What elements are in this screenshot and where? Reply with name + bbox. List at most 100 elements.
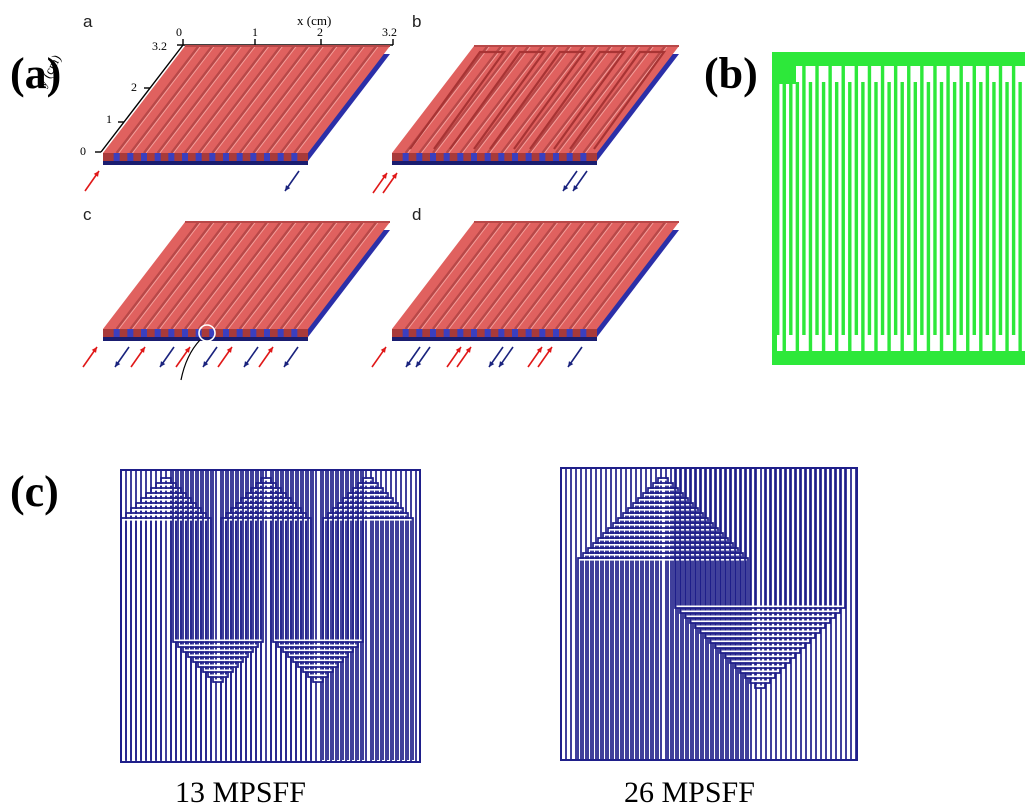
pcb-finger (992, 82, 996, 351)
channel-rib-highlight (200, 45, 284, 154)
channel-opening (291, 329, 298, 337)
u-loop-down (282, 470, 354, 653)
u-loop-down (679, 468, 841, 614)
pcb-finger (926, 82, 931, 351)
u-loop-gap (711, 640, 809, 643)
u-loop-gap (364, 479, 372, 481)
channel-rib-highlight (585, 45, 668, 154)
pcb-finger (854, 66, 859, 335)
channel-groove (143, 221, 227, 330)
channel-rib-highlight (585, 221, 668, 330)
channel-rib-highlight (448, 221, 532, 330)
u-loop-gap (584, 554, 742, 556)
u-loop-gap (329, 514, 407, 516)
u-loop-up (160, 477, 172, 760)
channel-opening (566, 153, 573, 161)
inlet-arrowhead (267, 347, 273, 353)
u-loop-up (130, 507, 202, 760)
channel-rib-highlight (118, 221, 202, 330)
u-loop-gap (579, 559, 747, 561)
u-loop-up (637, 497, 689, 760)
inlet-arrowhead (455, 347, 461, 353)
x-tick-2: 2 (317, 25, 323, 39)
u-loop-up (597, 537, 729, 760)
channel-rib-highlight (132, 45, 215, 154)
u-loop-gap (314, 679, 322, 682)
u-loop-down (744, 468, 776, 679)
channel-groove (293, 45, 378, 154)
channel-opening (277, 329, 284, 337)
channel-groove (541, 221, 626, 330)
channel-rib-highlight (462, 221, 545, 330)
u-loop-down (689, 468, 831, 624)
channel-groove (527, 221, 612, 330)
u-loop-up (260, 477, 272, 760)
bottom-plate-edge (103, 161, 308, 165)
u-loop-gap (227, 514, 305, 516)
pcb-finger (1005, 82, 1009, 351)
u-loop-down (207, 470, 229, 678)
channel-groove (459, 45, 544, 154)
u-loop-down (734, 468, 786, 669)
spiral-frame (120, 469, 421, 763)
pcb-finger (952, 82, 957, 351)
u-loop-up (225, 512, 307, 760)
flow-arrows (82, 170, 588, 368)
u-loop-gap (634, 504, 692, 506)
serpentine-turn (529, 50, 627, 150)
outlet-arrowhead (573, 185, 579, 191)
channel-rib-highlight (214, 221, 297, 330)
channel-groove (432, 221, 516, 330)
inlet-arrowhead (536, 347, 542, 353)
u-loop-up (155, 482, 177, 760)
u-loop-gap (309, 674, 327, 677)
channel-groove (197, 221, 282, 330)
channel-groove (156, 221, 241, 330)
pcb-finger (815, 66, 819, 335)
u-loop-gap (237, 504, 295, 506)
u-loop-down (739, 468, 781, 674)
channel-groove (252, 221, 337, 330)
u-loop-up (617, 517, 709, 760)
u-loop-down (684, 468, 836, 619)
u-loop-down (302, 470, 334, 673)
channel-opening (580, 329, 587, 337)
channel-rib-highlight (118, 45, 202, 154)
pcb-finger (887, 82, 891, 351)
y-tick-1: 1 (106, 112, 112, 126)
channel-rib-highlight (145, 221, 229, 330)
channel-groove (459, 221, 544, 330)
u-loop-gap (599, 539, 727, 541)
channel-opening (525, 153, 532, 161)
u-loop-gap (676, 605, 844, 608)
u-loop-gap (157, 484, 175, 486)
u-loop-down (212, 470, 224, 683)
channel-rib-highlight (159, 221, 243, 330)
u-loop-down (754, 468, 766, 689)
pcb-top-gap (896, 66, 935, 72)
channel-opening (512, 329, 518, 337)
flow-field-plate-d (392, 221, 679, 341)
pcb-finger (821, 82, 826, 351)
channel-opening (182, 153, 188, 161)
pcb-finger (959, 66, 963, 335)
bottom-plate-edge (392, 337, 597, 341)
panel-label-b: (b) (704, 49, 758, 98)
channel-rib-highlight (282, 221, 366, 330)
u-loop-down (182, 470, 254, 653)
channel-groove (418, 45, 503, 154)
outlet-arrowhead (406, 361, 412, 367)
spiral-frame (560, 467, 858, 761)
outlet-arrowhead (499, 361, 505, 367)
outlet-arrowhead (244, 361, 250, 367)
channel-rib-highlight (200, 221, 284, 330)
u-loop-gap (604, 534, 722, 536)
spiral-flow-field-26-mpsff (560, 467, 858, 761)
channel-rib-highlight (571, 221, 655, 330)
panel-label-c: (c) (10, 467, 59, 516)
u-loop-up (657, 477, 669, 760)
channel-rib-highlight (475, 221, 559, 330)
top-surface (103, 222, 390, 329)
channel-opening (484, 329, 491, 337)
channel-groove (500, 221, 585, 330)
